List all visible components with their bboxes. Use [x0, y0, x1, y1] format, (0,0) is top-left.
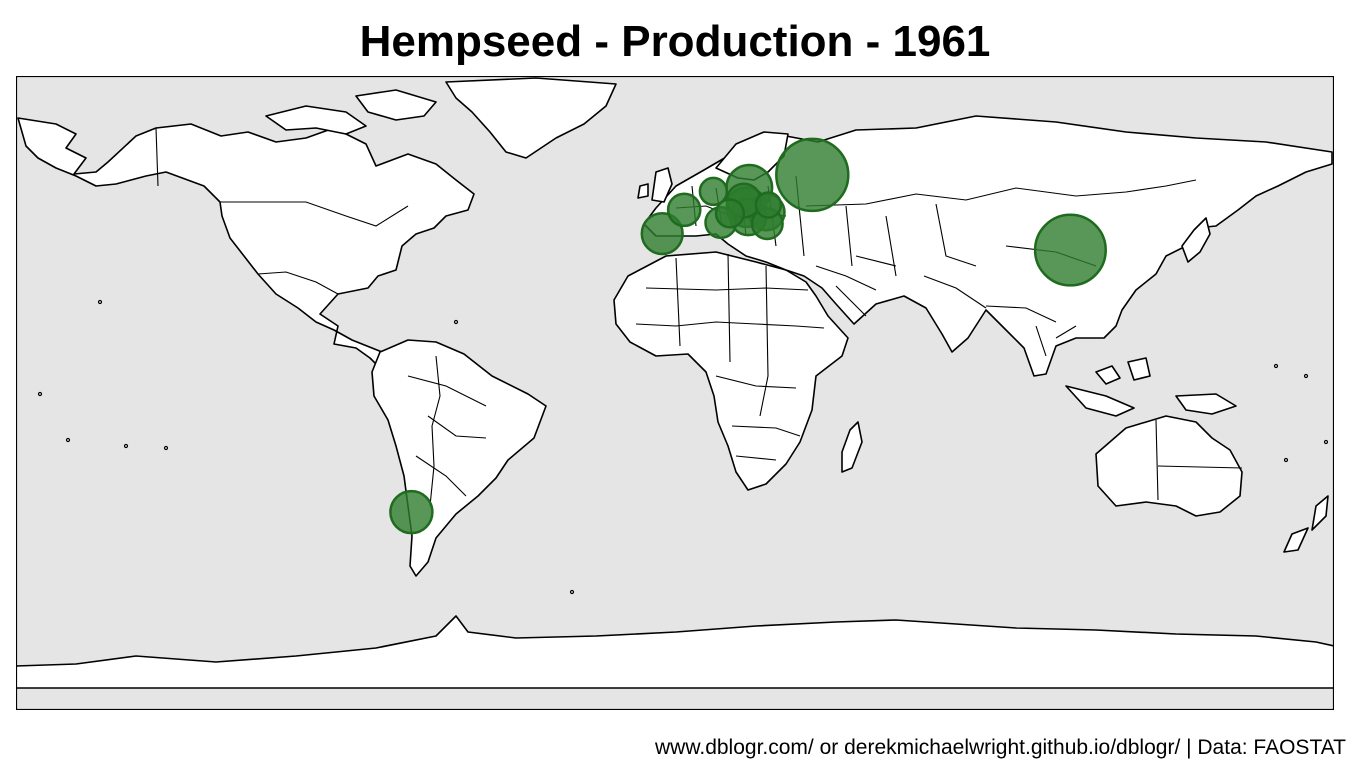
border-usa-mexico	[257, 271, 339, 295]
border-africa-a	[635, 287, 825, 329]
island-dot	[123, 443, 129, 449]
island-dot	[569, 589, 575, 595]
island-dot	[1303, 373, 1309, 379]
landmass-africa	[613, 251, 849, 491]
island-dot	[65, 437, 71, 443]
panel-frame	[16, 76, 1334, 710]
production-bubble	[754, 191, 783, 219]
landmass-southeast-asia-islands	[1065, 357, 1237, 417]
island-dot	[1283, 457, 1289, 463]
island-dot	[97, 299, 103, 305]
border-africa-b	[675, 253, 801, 461]
landmass-madagascar	[841, 421, 863, 473]
border-central-asia	[845, 203, 1097, 277]
landmass-antarctica	[16, 615, 1334, 689]
landmass-greenland	[445, 77, 617, 159]
production-bubble	[775, 137, 850, 213]
island-dot	[163, 445, 169, 451]
landmass-arctic-islands	[265, 89, 437, 135]
border-south-america-b	[429, 355, 441, 507]
border-south-asia	[923, 275, 1077, 357]
map-caption: www.dblogr.com/ or derekmichaelwright.gi…	[655, 736, 1346, 759]
landmass-north-america	[17, 117, 475, 369]
landmass-new-zealand	[1283, 495, 1329, 553]
map-title: Hempseed - Production - 1961	[359, 17, 991, 66]
border-south-america-a	[407, 375, 487, 497]
border-middle-east	[815, 255, 897, 317]
island-dot	[1323, 439, 1329, 445]
map-panel	[16, 76, 1334, 710]
landmass-british-isles	[637, 167, 673, 203]
border-alaska-canada	[155, 127, 159, 187]
island-dot	[453, 319, 459, 325]
island-dot	[1273, 363, 1279, 369]
border-russia-south	[805, 179, 1197, 207]
landmass-japan	[1181, 217, 1211, 263]
production-bubble	[698, 176, 729, 207]
island-dot	[37, 391, 43, 397]
production-bubble	[640, 211, 684, 256]
small-islands	[37, 299, 1329, 595]
production-bubbles	[389, 137, 1107, 535]
production-bubble	[389, 489, 434, 535]
production-bubble	[1033, 213, 1107, 287]
border-australia	[1155, 419, 1243, 501]
production-bubble	[714, 198, 746, 229]
production-bubble	[666, 192, 702, 228]
border-canada-usa	[220, 201, 409, 227]
